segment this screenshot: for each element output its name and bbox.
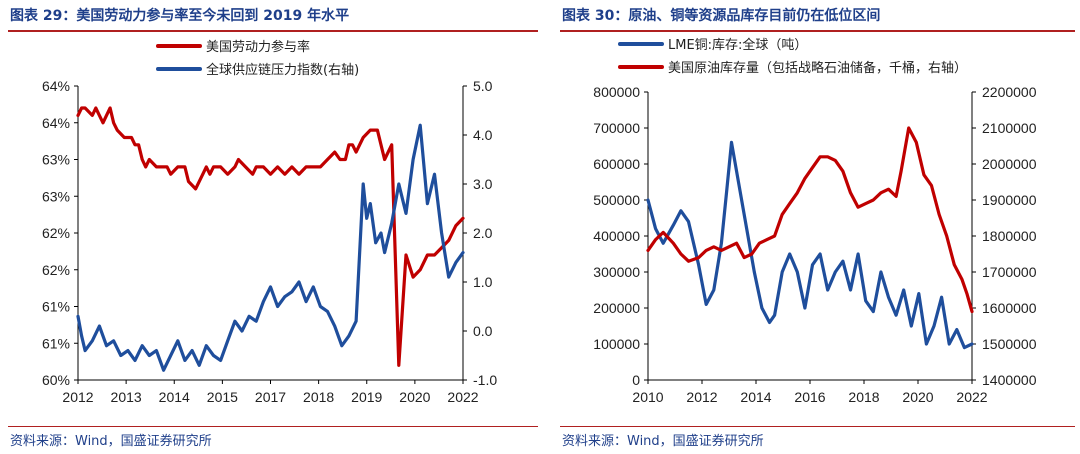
right-source-divider — [560, 426, 1075, 427]
right-y-right-tick-label: 2200000 — [982, 84, 1037, 100]
left-y-right-tick-label: 2.0 — [473, 225, 493, 241]
right-series-line-1 — [646, 140, 974, 350]
left-x-tick-label: 2019 — [351, 389, 382, 405]
right-chart: 800000 700000 600000 500000 400000 300000 2000… — [593, 37, 1037, 405]
left-y-right-tick-label: 3.0 — [473, 176, 493, 192]
right-y-right-tick-label: 1600000 — [982, 300, 1037, 316]
left-figure-panel: 图表 29：美国劳动力参与率至今未回到 2019 年水平 64% 64% 63% 63… — [8, 0, 538, 454]
right-x-tick-label: 2014 — [740, 389, 771, 405]
right-figure-panel: 图表 30：原油、铜等资源品库存目前仍在低位区间 800000 700000 600… — [560, 0, 1075, 454]
left-y-left-tick-label: 60% — [42, 372, 70, 388]
left-legend-label-2: 全球供应链压力指数(右轴) — [206, 62, 359, 78]
right-x-tick-label: 2012 — [686, 389, 717, 405]
left-title-divider — [8, 30, 538, 32]
right-x-tick-label: 2022 — [956, 389, 987, 405]
right-y-left-tick-label: 300000 — [593, 264, 640, 280]
right-y-right-tick-label: 1900000 — [982, 192, 1037, 208]
left-chart: 64% 64% 63% 63% 62% 62% 61% 61% 60% 5.0 4.0 3.0 2.0 1… — [42, 39, 497, 405]
left-source-divider — [8, 426, 538, 427]
right-series-line-2 — [646, 126, 974, 314]
right-y-left-tick-label: 0 — [632, 372, 640, 388]
right-y-left-tick-label: 200000 — [593, 300, 640, 316]
left-x-tick-label: 2014 — [159, 389, 190, 405]
left-series-line-2 — [76, 123, 465, 372]
right-y-left-tick-label: 100000 — [593, 336, 640, 352]
right-y-left-tick-label: 600000 — [593, 156, 640, 172]
right-y-left-tick-label: 800000 — [593, 84, 640, 100]
right-y-right-tick-label: 1500000 — [982, 336, 1037, 352]
left-series-line-1 — [76, 106, 465, 367]
right-x-tick-label: 2016 — [794, 389, 825, 405]
right-legend-label-2: 美国原油库存量（包括战略石油储备，千桶，右轴） — [668, 60, 967, 76]
left-y-left-tick-label: 63% — [42, 188, 70, 204]
left-y-right-tick-label: 1.0 — [473, 274, 493, 290]
left-x-tick-label: 2012 — [62, 389, 93, 405]
left-x-tick-label: 2018 — [303, 389, 334, 405]
left-y-right-tick-label: 5.0 — [473, 78, 493, 94]
right-figure-title: 图表 30：原油、铜等资源品库存目前仍在低位区间 — [562, 8, 881, 24]
left-y-left-tick-label: 62% — [42, 225, 70, 241]
left-y-left-tick-label: 64% — [42, 115, 70, 131]
left-y-left-tick-label: 63% — [42, 152, 70, 168]
left-y-left-tick-label: 61% — [42, 299, 70, 315]
left-x-tick-label: 2015 — [207, 389, 238, 405]
left-source-note: 资料来源：Wind，国盛证券研究所 — [10, 434, 212, 449]
right-y-right-tick-label: 2000000 — [982, 156, 1037, 172]
left-y-left-tick-label: 62% — [42, 262, 70, 278]
right-y-right-tick-label: 1700000 — [982, 264, 1037, 280]
right-source-note: 资料来源：Wind，国盛证券研究所 — [562, 434, 764, 449]
left-y-left-tick-label: 61% — [42, 335, 70, 351]
right-x-tick-label: 2020 — [902, 389, 933, 405]
left-x-tick-label: 2013 — [111, 389, 142, 405]
left-figure-title: 图表 29：美国劳动力参与率至今未回到 2019 年水平 — [10, 8, 350, 24]
left-y-right-tick-label: -1.0 — [473, 372, 497, 388]
right-x-tick-label: 2018 — [848, 389, 879, 405]
left-x-tick-label: 2022 — [447, 389, 478, 405]
left-legend-label-1: 美国劳动力参与率 — [206, 39, 310, 55]
right-x-tick-label: 2010 — [632, 389, 663, 405]
left-y-left-tick-label: 64% — [42, 78, 70, 94]
right-y-right-tick-label: 2100000 — [982, 120, 1037, 136]
left-y-right-tick-label: 4.0 — [473, 127, 493, 143]
left-x-tick-label: 2020 — [399, 389, 430, 405]
right-y-left-tick-label: 700000 — [593, 120, 640, 136]
right-y-left-tick-label: 400000 — [593, 228, 640, 244]
left-x-tick-label: 2017 — [255, 389, 286, 405]
right-legend-label-1: LME铜:库存:全球（吨） — [668, 37, 807, 53]
right-y-right-tick-label: 1800000 — [982, 228, 1037, 244]
left-y-right-tick-label: 0.0 — [473, 323, 493, 339]
right-title-divider — [560, 30, 1075, 32]
right-y-right-tick-label: 1400000 — [982, 372, 1037, 388]
right-y-left-tick-label: 500000 — [593, 192, 640, 208]
